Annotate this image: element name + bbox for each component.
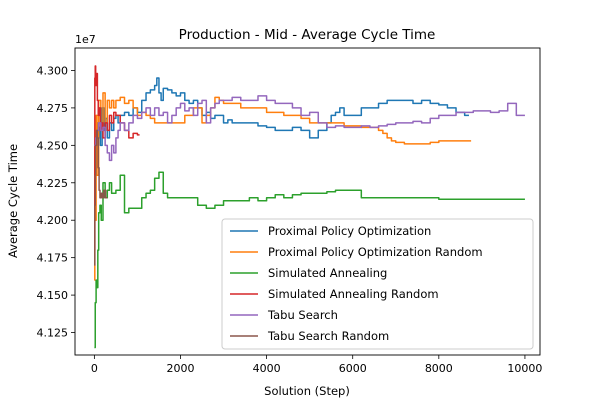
- y-tick-label: 4.300: [37, 64, 69, 77]
- y-tick-label: 4.275: [37, 102, 69, 115]
- legend-label-simulated-annealing-random: Simulated Annealing Random: [268, 287, 439, 301]
- legend-box: [221, 218, 534, 350]
- y-tick-label: 4.150: [37, 289, 69, 302]
- legend-label-tabu-search-random: Tabu Search Random: [267, 329, 389, 343]
- y-tick-label: 4.225: [37, 177, 69, 190]
- legend-label-proximal-policy-optimization-random: Proximal Policy Optimization Random: [268, 245, 483, 259]
- series-line-tabu-search: [94, 95, 525, 162]
- x-tick-label: 8000: [425, 362, 453, 375]
- x-axis: 0 2000 4000 6000 8000 10000: [91, 355, 542, 375]
- legend-label-simulated-annealing: Simulated Annealing: [268, 266, 387, 280]
- series-line-tabu-search-random: [94, 129, 108, 266]
- legend-label-tabu-search: Tabu Search: [267, 308, 338, 322]
- series-layer: [94, 65, 525, 349]
- x-tick-label: 0: [91, 362, 98, 375]
- y-offset-label: 1e7: [75, 33, 96, 46]
- x-tick-label: 10000: [507, 362, 542, 375]
- legend: Proximal Policy Optimization Proximal Pol…: [221, 218, 534, 350]
- x-tick-label: 4000: [253, 362, 281, 375]
- y-axis: 4.125 4.150 4.175 4.200 4.225 4.250 4.275 4.300: [37, 64, 75, 340]
- y-axis-label: Average Cycle Time: [6, 144, 20, 258]
- chart-title: Production - Mid - Average Cycle Time: [179, 27, 436, 43]
- y-tick-label: 4.175: [37, 252, 69, 265]
- y-tick-label: 4.125: [37, 327, 69, 340]
- series-line-proximal-policy-optimization: [94, 77, 469, 147]
- y-tick-label: 4.200: [37, 214, 69, 227]
- x-tick-label: 2000: [166, 362, 194, 375]
- x-tick-label: 6000: [339, 362, 367, 375]
- x-axis-label: Solution (Step): [264, 384, 350, 398]
- legend-label-proximal-policy-optimization: Proximal Policy Optimization: [268, 224, 431, 238]
- y-tick-label: 4.250: [37, 139, 69, 152]
- axes-frame: [74, 47, 541, 356]
